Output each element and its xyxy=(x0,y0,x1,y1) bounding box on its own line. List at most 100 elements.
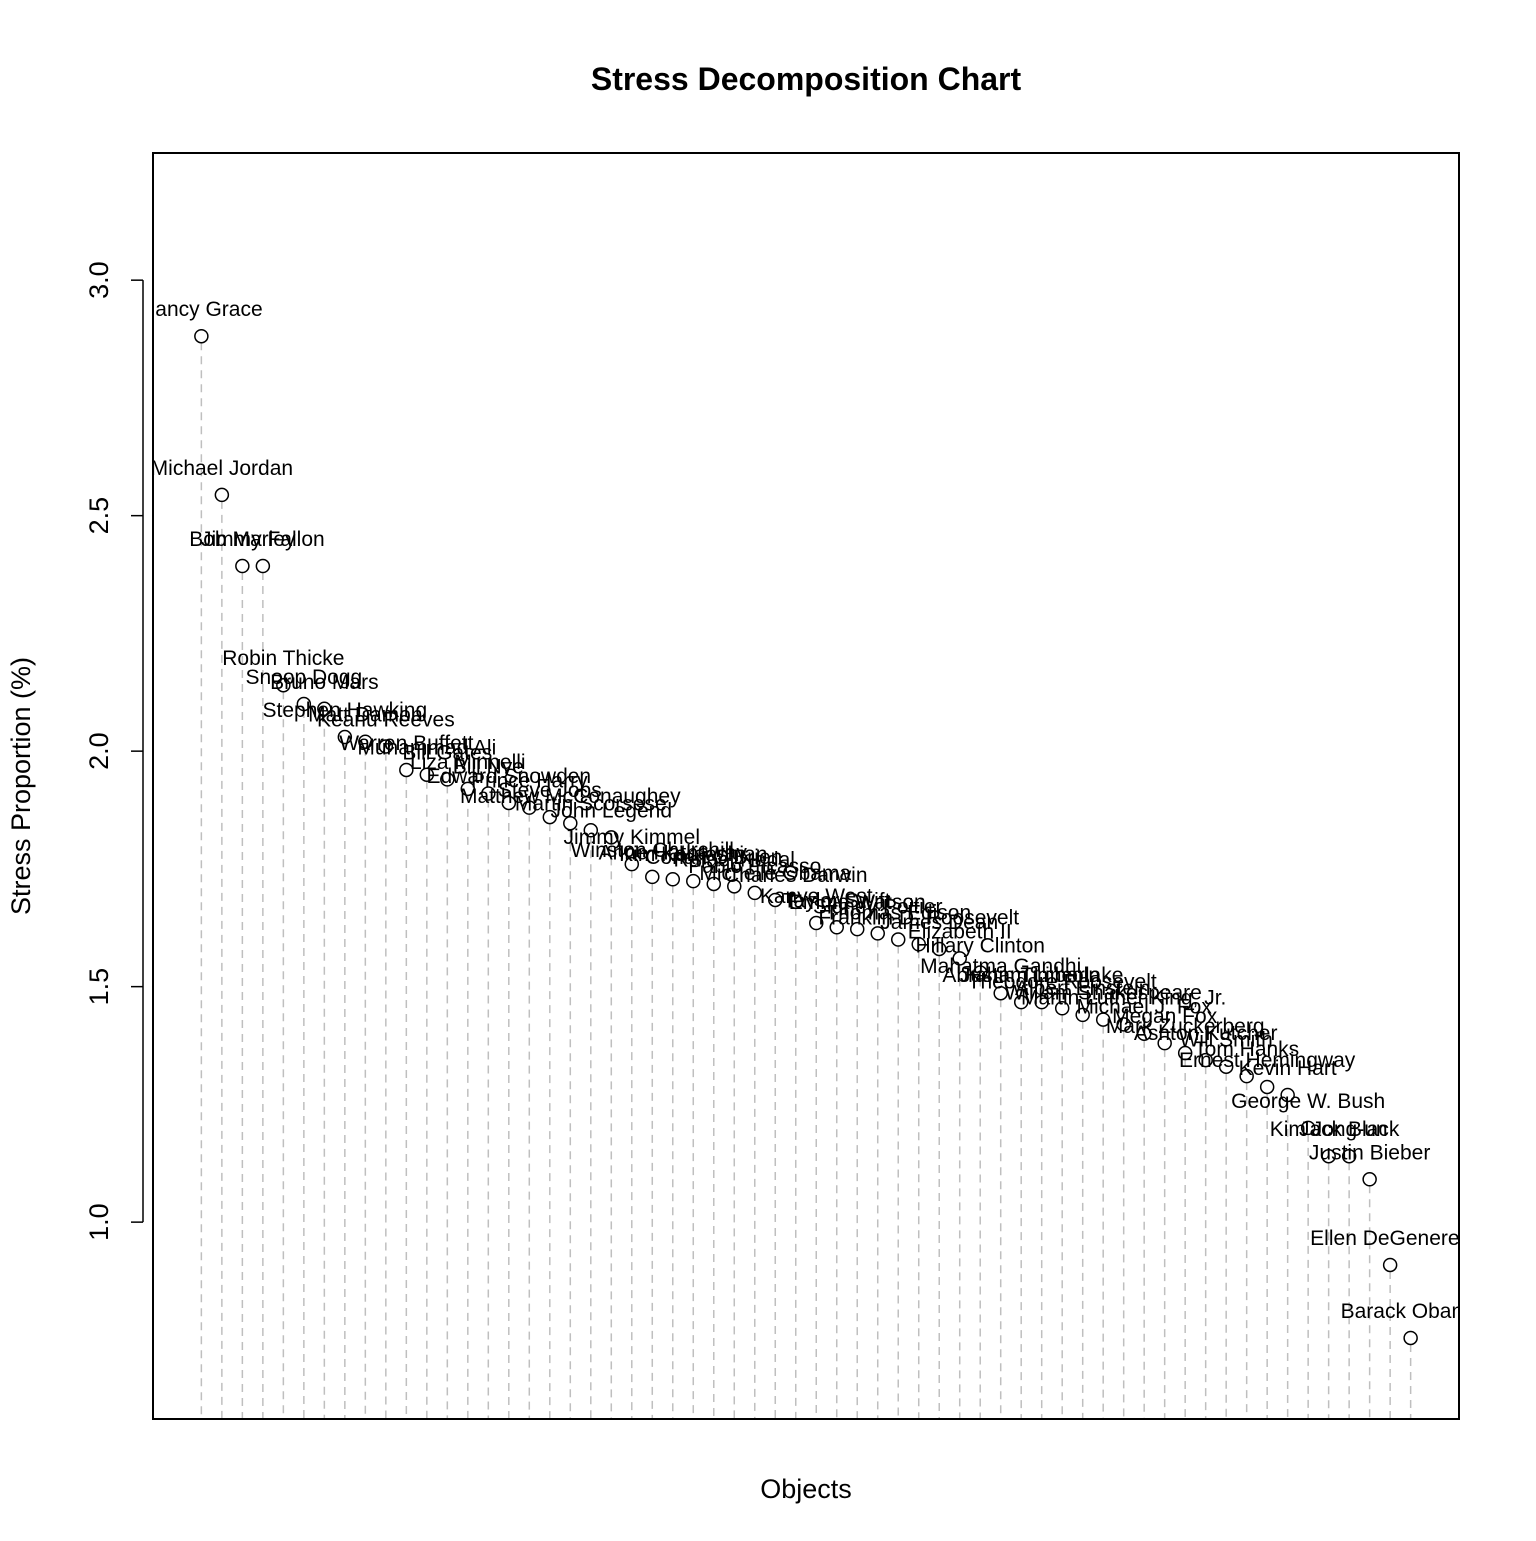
point-label: George W. Bush xyxy=(1231,1090,1385,1113)
point-label: Sidney Poitier xyxy=(813,895,943,918)
points xyxy=(194,328,1418,1346)
point-label: Pablo Picasso xyxy=(688,855,821,878)
point-label: Bill Gates xyxy=(402,741,492,764)
y-axis-label: Stress Proportion (%) xyxy=(6,657,36,915)
point xyxy=(460,781,476,797)
point-label: Mark Zuckerberg xyxy=(1106,1015,1265,1038)
point-label: Stephen Hawking xyxy=(263,699,428,722)
point xyxy=(890,932,906,947)
point xyxy=(1013,994,1029,1010)
point-label: Muhammad Ali xyxy=(357,737,496,760)
point xyxy=(1116,1017,1131,1032)
point-label: Kevin Hart xyxy=(1239,1057,1337,1080)
point-label: Justin Bieber xyxy=(1309,1141,1430,1164)
point xyxy=(317,701,332,717)
y-tick-label: 3.0 xyxy=(84,261,114,299)
drop-lines xyxy=(200,342,1412,1419)
point-label: Elizabeth II xyxy=(908,920,1012,943)
point xyxy=(1321,1148,1336,1164)
point-label: Megan Fox xyxy=(1112,1005,1218,1028)
point-label: Matt Damon xyxy=(308,704,422,727)
y-tick-label: 1.0 xyxy=(84,1203,114,1241)
point-label: Nancy Grace xyxy=(140,298,263,321)
point xyxy=(686,873,701,889)
point xyxy=(378,739,394,754)
x-axis-label: Objects xyxy=(760,1474,852,1504)
point-label: Keanu Reeves xyxy=(317,708,455,731)
point xyxy=(1095,1012,1111,1027)
point-label: Robin Thicke xyxy=(222,647,344,670)
point-label: Bob Marley xyxy=(189,528,296,551)
point-label: Mahatma Gandhi xyxy=(920,955,1081,978)
point xyxy=(1136,1026,1152,1041)
point-label: Albert Einstein xyxy=(1015,977,1150,1000)
point-label: Snoop Dogg xyxy=(245,666,362,689)
point xyxy=(788,894,804,910)
point xyxy=(522,800,537,815)
point xyxy=(1054,1001,1070,1016)
point xyxy=(1177,1045,1193,1061)
point xyxy=(829,920,844,935)
point-label: Martin Scorsese xyxy=(515,792,667,815)
point xyxy=(624,856,640,872)
point xyxy=(952,951,967,966)
point-label: Abraham Lincoln xyxy=(942,964,1100,987)
point-label: Michelle Obama xyxy=(699,862,851,885)
point xyxy=(1362,1172,1377,1187)
point-label: Charles Darwin xyxy=(724,864,868,887)
point xyxy=(931,941,947,957)
point-label: Bill Nye xyxy=(453,756,524,779)
point xyxy=(481,786,496,801)
point xyxy=(993,985,1008,1001)
point-label: Conan O'Brien xyxy=(645,846,782,869)
point-label: Thomas Edison xyxy=(825,902,971,925)
point-label: Kim Kardashian xyxy=(619,843,767,866)
point-label: Jack Black xyxy=(1299,1118,1400,1141)
point-label: Jimmy Fallon xyxy=(201,528,325,551)
point xyxy=(727,879,742,894)
point-label: Tom Hanks xyxy=(1194,1038,1299,1061)
point xyxy=(358,734,373,749)
point xyxy=(194,328,209,344)
point xyxy=(255,558,271,574)
point-label: Liza Minnelli xyxy=(410,751,526,774)
y-axis: 1.0 1.5 2.0 2.5 3.0 xyxy=(84,261,144,1241)
point-label: Barack Obama xyxy=(1341,1300,1481,1323)
point xyxy=(972,965,988,980)
point xyxy=(747,885,763,901)
point xyxy=(870,926,885,941)
point-label: William Shakespeare xyxy=(1005,982,1202,1005)
point-label: Martin Luther King, Jr. xyxy=(1021,986,1226,1009)
point xyxy=(706,876,722,892)
point xyxy=(337,729,353,745)
point-label: Michael Jordan xyxy=(151,457,293,480)
point-label: Kanye West xyxy=(760,885,873,908)
point xyxy=(1300,1120,1316,1136)
point-labels: Nancy Grace Michael Jordan Bob MarleyJimmy… xyxy=(140,298,1481,1323)
y-tick-label: 2.5 xyxy=(84,497,114,535)
plot-frame xyxy=(152,152,1460,1420)
point xyxy=(583,823,599,838)
point-label: Warren Buffett xyxy=(339,732,473,755)
point xyxy=(665,872,681,887)
point xyxy=(604,830,619,845)
point xyxy=(440,772,455,787)
point xyxy=(1198,1052,1213,1068)
point-label: Taylor Swift xyxy=(783,889,891,912)
point-label: John Legend xyxy=(551,799,672,822)
point xyxy=(1382,1257,1398,1273)
point xyxy=(768,892,783,908)
point-label: Kim Jong-un xyxy=(1270,1118,1388,1141)
point xyxy=(501,795,517,811)
chart-title: Stress Decomposition Chart xyxy=(591,61,1022,97)
point-label: Ellen DeGeneres xyxy=(1310,1227,1470,1250)
point xyxy=(563,815,578,831)
point-label: Rafael Nadal xyxy=(674,848,795,871)
point xyxy=(1280,1087,1295,1103)
point xyxy=(399,762,414,778)
point xyxy=(1075,1007,1090,1023)
point-label: Winston Churchill xyxy=(571,839,734,862)
point xyxy=(911,937,926,952)
point-label: James Dean xyxy=(880,911,998,934)
